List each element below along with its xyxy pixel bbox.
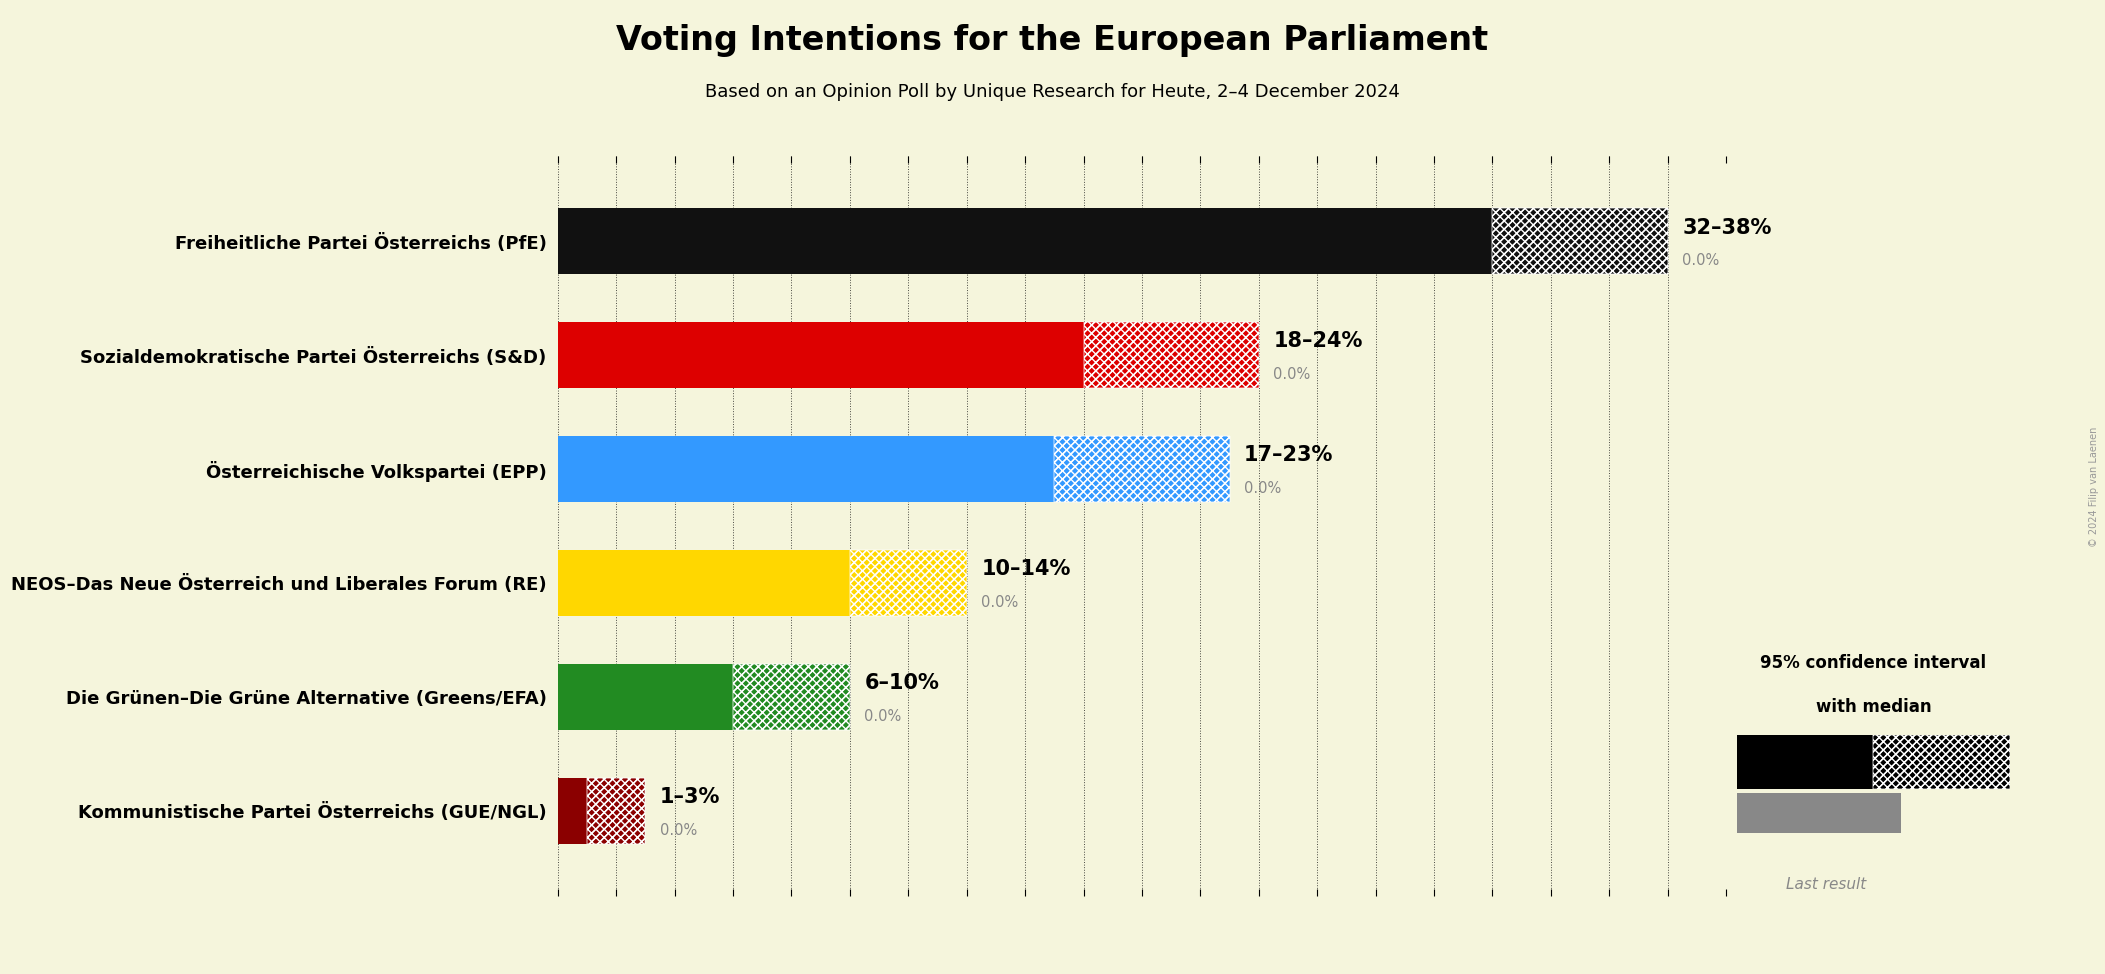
Bar xyxy=(1492,208,1667,275)
Bar xyxy=(1492,208,1667,275)
Bar xyxy=(1055,436,1229,502)
Text: 0.0%: 0.0% xyxy=(1244,481,1282,496)
Text: 0.0%: 0.0% xyxy=(865,709,901,724)
Bar xyxy=(587,777,646,843)
Text: Voting Intentions for the European Parliament: Voting Intentions for the European Parli… xyxy=(617,24,1488,57)
Text: 0.0%: 0.0% xyxy=(661,822,697,838)
Bar xyxy=(850,550,966,616)
Bar xyxy=(558,436,1055,502)
Bar xyxy=(1084,322,1259,389)
Bar xyxy=(558,777,587,843)
Text: 17–23%: 17–23% xyxy=(1244,445,1335,466)
Text: 10–14%: 10–14% xyxy=(981,559,1071,580)
Bar xyxy=(850,550,966,616)
Bar xyxy=(733,663,850,730)
Text: 18–24%: 18–24% xyxy=(1274,331,1362,352)
Text: 1–3%: 1–3% xyxy=(661,787,720,807)
Bar xyxy=(558,208,1492,275)
Bar xyxy=(1737,735,1873,789)
Bar xyxy=(733,663,850,730)
Text: Last result: Last result xyxy=(1787,877,1867,891)
Text: 6–10%: 6–10% xyxy=(865,673,939,693)
Text: © 2024 Filip van Laenen: © 2024 Filip van Laenen xyxy=(2088,427,2099,547)
Text: 0.0%: 0.0% xyxy=(1274,367,1311,382)
Bar xyxy=(1055,436,1229,502)
Bar xyxy=(558,663,733,730)
Bar xyxy=(558,322,1084,389)
Text: 32–38%: 32–38% xyxy=(1682,217,1772,238)
Text: with median: with median xyxy=(1817,698,1930,716)
Bar xyxy=(558,550,850,616)
Text: 0.0%: 0.0% xyxy=(1682,253,1720,268)
Text: 0.0%: 0.0% xyxy=(981,595,1019,610)
Bar xyxy=(1084,322,1259,389)
Bar xyxy=(1873,735,2010,789)
Text: Based on an Opinion Poll by Unique Research for Heute, 2–4 December 2024: Based on an Opinion Poll by Unique Resea… xyxy=(705,83,1400,100)
Bar xyxy=(1873,735,2010,789)
Text: 95% confidence interval: 95% confidence interval xyxy=(1760,655,1987,672)
Bar xyxy=(587,777,646,843)
